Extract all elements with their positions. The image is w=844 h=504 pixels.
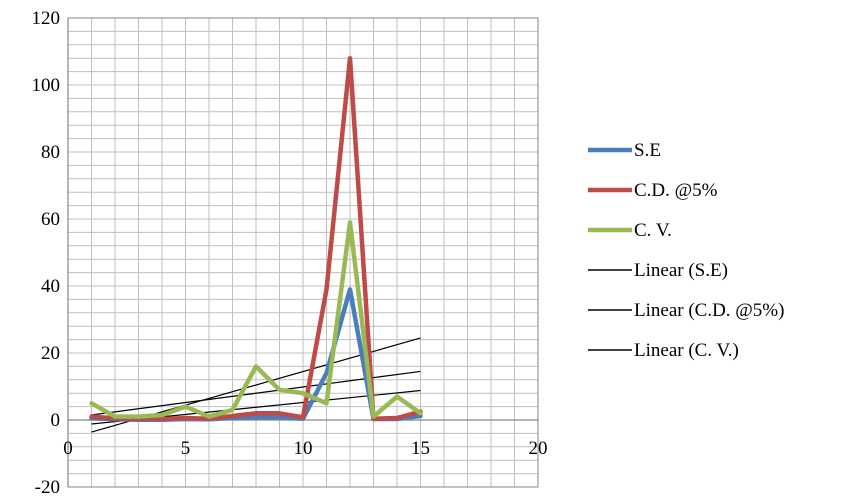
y-tick-label: 20 <box>41 343 60 364</box>
x-tick-label: 5 <box>181 438 191 459</box>
series-lines <box>89 55 423 422</box>
y-tick-label: 100 <box>32 75 61 96</box>
y-tick-label: 0 <box>51 410 61 431</box>
legend-label: S.E <box>634 140 661 161</box>
legend-label: Linear (C.D. @5%) <box>634 300 784 321</box>
x-tick-label: 0 <box>63 438 73 459</box>
x-tick-label: 20 <box>529 438 548 459</box>
y-tick-label: 60 <box>41 209 60 230</box>
legend-label: C.D. @5% <box>634 180 718 201</box>
x-tick-label: 10 <box>294 438 313 459</box>
y-tick-label: 80 <box>41 142 60 163</box>
legend-label: Linear (S.E) <box>634 260 728 281</box>
series-line-3 <box>89 220 423 419</box>
legend: S.E C.D. @5% C. V. Linear (S.E) Linear (C.D.… <box>588 140 784 361</box>
y-tick-label: 40 <box>41 276 60 297</box>
y-tick-label: 120 <box>32 8 61 29</box>
y-tick-label: -20 <box>35 477 60 498</box>
legend-label: C. V. <box>634 220 672 241</box>
x-tick-label: 15 <box>411 438 430 459</box>
legend-label: Linear (C. V.) <box>634 340 739 361</box>
series-line-2 <box>89 55 423 422</box>
